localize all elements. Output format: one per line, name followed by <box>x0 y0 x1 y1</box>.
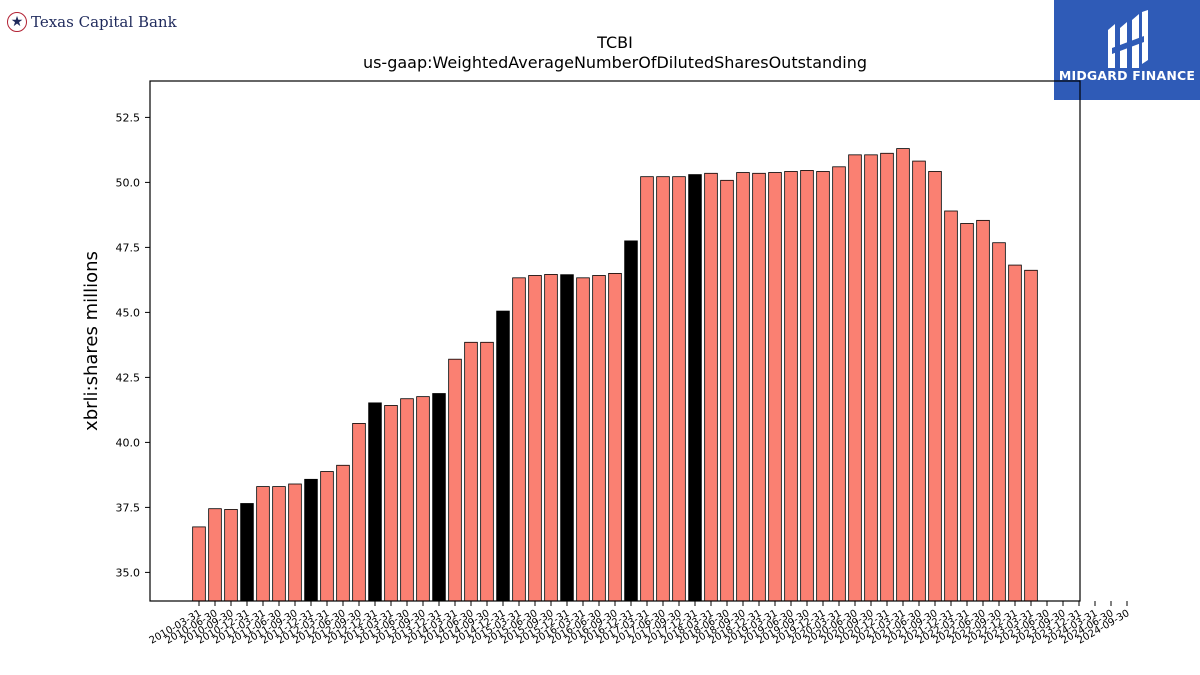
bar <box>384 405 398 602</box>
bar <box>240 503 254 602</box>
bar <box>800 170 814 602</box>
bar <box>256 486 270 602</box>
bar <box>848 154 862 602</box>
bar <box>352 423 366 602</box>
y-axis-label: xbrli:shares millions <box>81 251 102 431</box>
y-tick-label: 52.5 <box>116 111 141 124</box>
texas-capital-bank-logo: ★ Texas Capital Bank <box>7 12 177 32</box>
bar <box>768 172 782 602</box>
bar <box>992 242 1006 602</box>
bar <box>320 471 334 602</box>
bar <box>784 171 798 602</box>
bar <box>960 223 974 602</box>
bar <box>448 358 462 602</box>
bar <box>416 396 430 602</box>
star-icon: ★ <box>7 12 27 32</box>
bar <box>480 341 494 602</box>
bar <box>672 176 686 602</box>
plot-frame <box>149 80 1081 602</box>
bar <box>560 274 574 602</box>
bar <box>192 526 206 602</box>
midgard-finance-logo: MIDGARD FINANCE <box>1054 0 1200 100</box>
bar <box>720 179 734 602</box>
bar <box>928 171 942 602</box>
bar <box>688 174 702 602</box>
bar-series <box>192 148 1038 602</box>
bar <box>464 341 478 602</box>
y-tick-label: 40.0 <box>116 436 141 449</box>
bar <box>1008 264 1022 602</box>
y-axis: 35.0 37.5 40.0 42.5 45.0 47.5 50.0 52.5 <box>116 111 150 579</box>
bar <box>592 275 606 602</box>
bar <box>272 486 286 602</box>
bar <box>208 508 222 602</box>
y-tick-label: 37.5 <box>116 501 141 514</box>
y-tick-label: 42.5 <box>116 371 141 384</box>
bar <box>224 509 238 602</box>
bar <box>304 478 318 602</box>
bar <box>608 272 622 602</box>
bar <box>576 277 590 602</box>
bar <box>976 219 990 602</box>
bar <box>1024 269 1038 602</box>
bar <box>432 393 446 602</box>
bar <box>896 148 910 602</box>
bar <box>816 171 830 602</box>
bar <box>752 172 766 602</box>
logo-right-text: MIDGARD FINANCE <box>1058 68 1196 83</box>
bar <box>880 152 894 602</box>
logo-left-text: Texas Capital Bank <box>31 13 177 31</box>
bar <box>736 172 750 602</box>
bar <box>864 154 878 602</box>
bar <box>496 310 510 602</box>
bar <box>368 402 382 602</box>
bar <box>528 275 542 602</box>
bar <box>944 210 958 602</box>
y-tick-label: 35.0 <box>116 566 141 579</box>
bar <box>912 160 926 602</box>
bar <box>336 464 350 602</box>
y-tick-label: 50.0 <box>116 176 141 189</box>
bar <box>624 240 638 602</box>
bar <box>512 277 526 602</box>
chart-title: TCBI <box>596 33 633 52</box>
bar <box>704 172 718 602</box>
chart-subtitle: us-gaap:WeightedAverageNumberOfDilutedSh… <box>363 53 867 72</box>
bar <box>400 398 414 602</box>
bar <box>832 166 846 602</box>
midgard-monogram-icon <box>1108 10 1148 68</box>
y-tick-label: 45.0 <box>116 306 141 319</box>
bar <box>288 483 302 602</box>
bar <box>640 176 654 602</box>
bar <box>656 176 670 602</box>
y-tick-label: 47.5 <box>116 241 141 254</box>
bar <box>544 274 558 602</box>
x-axis: 2010-03-312010-06-302010-09-302010-12-31… <box>148 601 1132 647</box>
